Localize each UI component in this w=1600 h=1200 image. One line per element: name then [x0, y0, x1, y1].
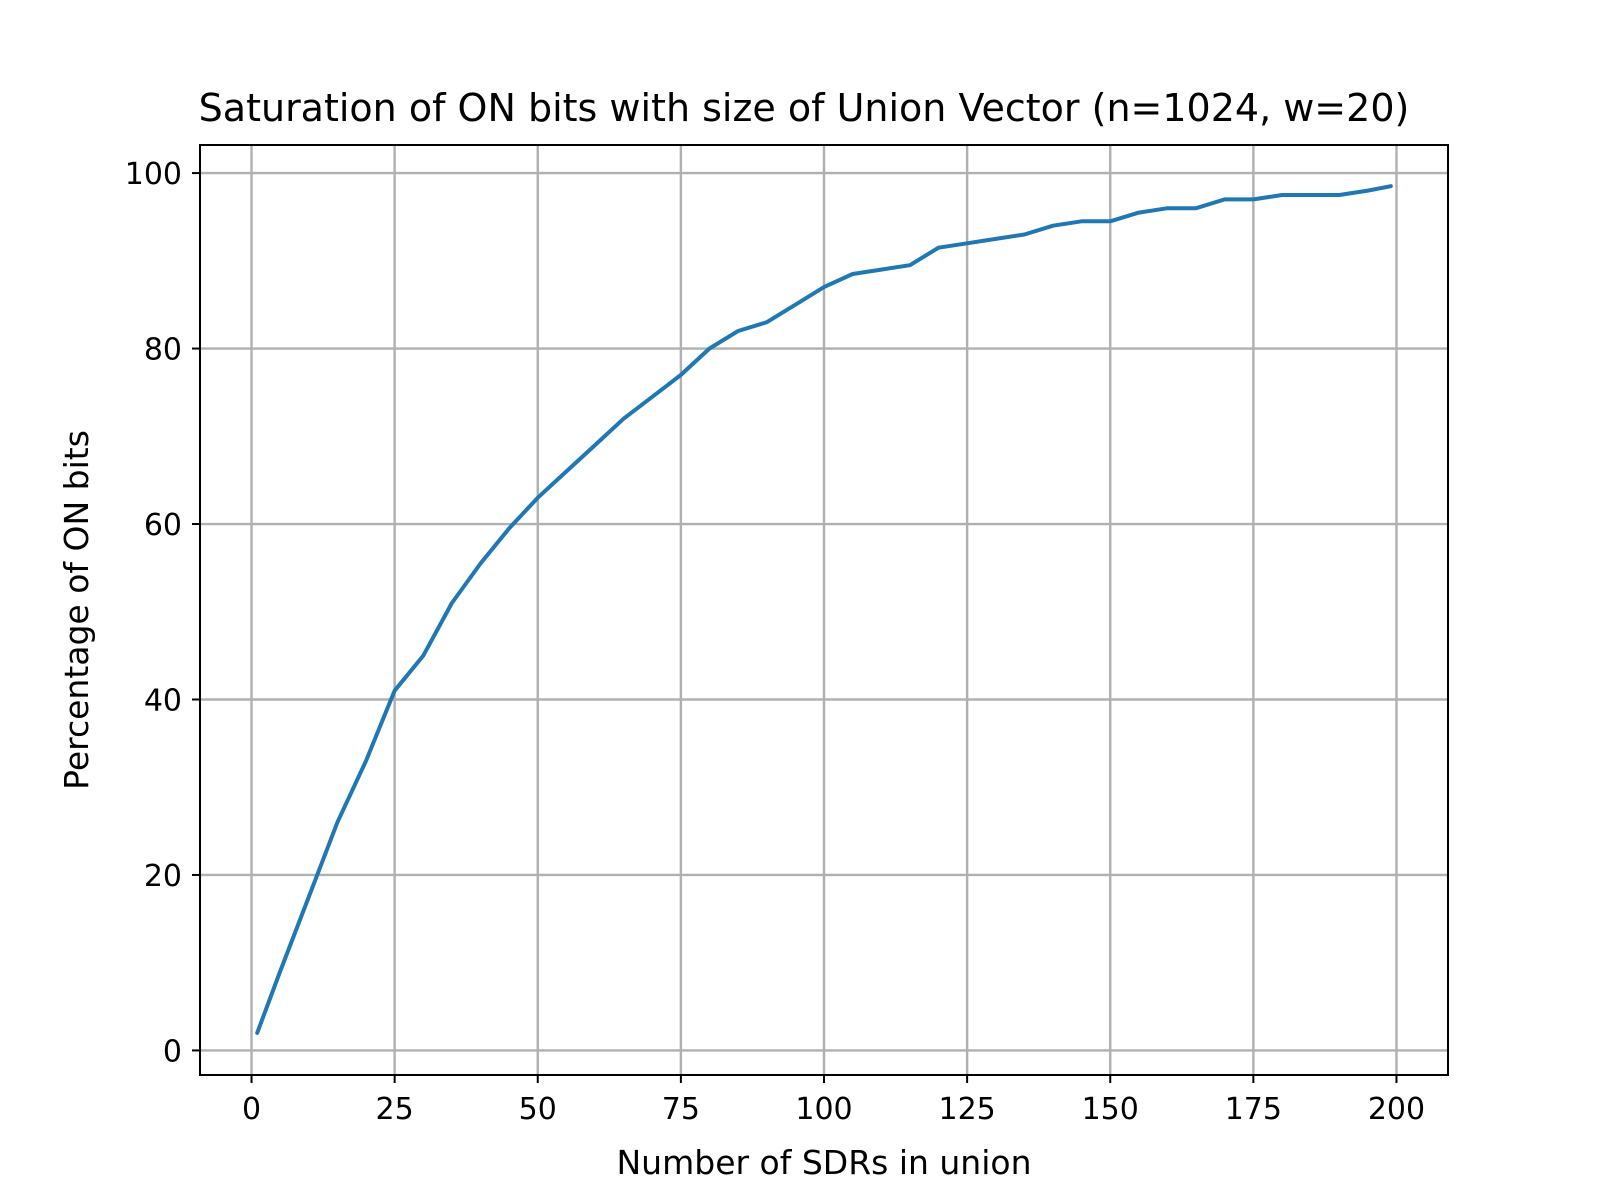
- x-tick-label: 75: [662, 1092, 700, 1127]
- x-tick-label: 100: [795, 1092, 852, 1127]
- grid: [200, 145, 1448, 1075]
- x-axis-title: Number of SDRs in union: [617, 1143, 1032, 1182]
- y-tick-label: 0: [163, 1034, 182, 1069]
- x-tick-label: 150: [1082, 1092, 1139, 1127]
- x-tick-label: 125: [938, 1092, 995, 1127]
- series-line: [255, 184, 1393, 1035]
- y-tick-label: 40: [144, 683, 182, 718]
- y-tick-label: 80: [144, 333, 182, 368]
- series-line-group: [255, 184, 1393, 1035]
- x-tick-label: 0: [242, 1092, 261, 1127]
- x-tick-label: 200: [1368, 1092, 1425, 1127]
- x-tick-label: 175: [1225, 1092, 1282, 1127]
- y-tick-label: 100: [125, 157, 182, 192]
- x-tick-label: 50: [519, 1092, 557, 1127]
- x-tick-label: 25: [376, 1092, 414, 1127]
- x-axis-ticks: 0 25 50 75 100 125 150 175 200: [242, 1075, 1425, 1127]
- y-tick-label: 20: [144, 859, 182, 894]
- chart-title: Saturation of ON bits with size of Union…: [199, 86, 1410, 130]
- y-axis-title: Percentage of ON bits: [57, 430, 96, 790]
- y-axis-ticks: 0 20 40 60 80 100: [125, 157, 200, 1069]
- y-tick-label: 60: [144, 508, 182, 543]
